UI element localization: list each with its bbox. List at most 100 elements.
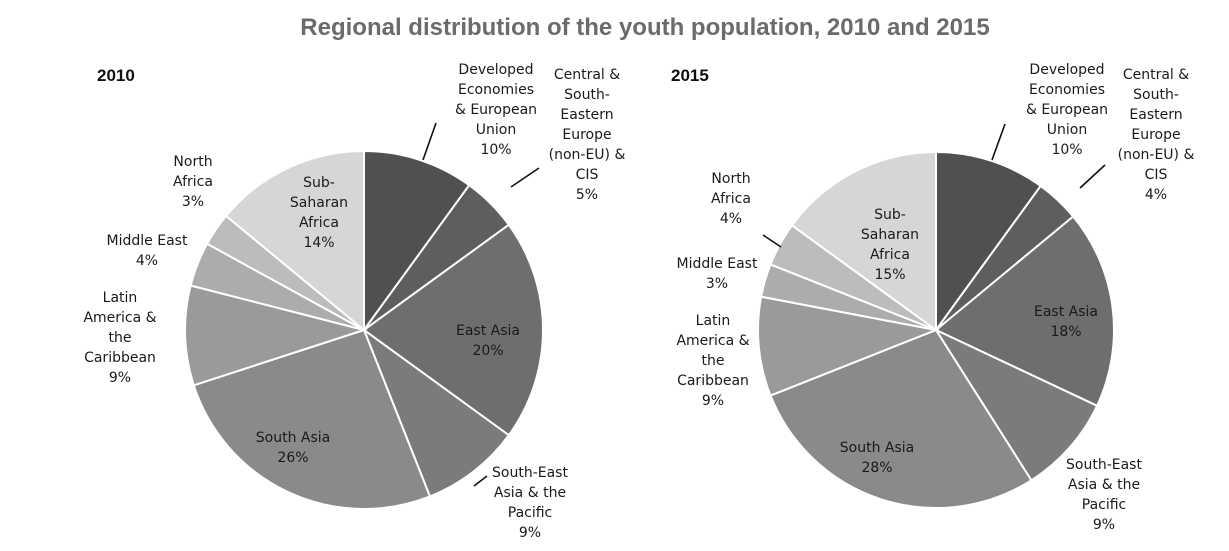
slice-label-line: CIS (576, 167, 599, 183)
slice-label-2010-7: Middle East 4% (107, 233, 188, 269)
slice-label-line: North (711, 171, 750, 187)
slice-label-line: 26% (277, 450, 308, 466)
slice-label-line: Pacific (1082, 497, 1127, 513)
slice-label-line: 10% (1051, 142, 1082, 158)
slice-label-2015-9: Sub- Saharan Africa 15% (861, 207, 919, 283)
leader-line-2010-2 (510, 167, 540, 188)
slice-label-line: East Asia (1034, 304, 1098, 320)
slice-label-2010-2: Central & South- Eastern Europe (non-EU) & CI… (549, 67, 626, 203)
slice-label-line: 9% (1093, 517, 1115, 533)
slice-label-line: 5% (576, 187, 598, 203)
slice-label-line: Africa (870, 247, 910, 263)
slice-label-line: the (702, 353, 725, 369)
slice-label-2015-5: South Asia 28% (840, 440, 914, 476)
slice-label-line: Saharan (861, 227, 919, 243)
leader-line-2015-2 (1079, 164, 1106, 189)
slice-label-line: 10% (480, 142, 511, 158)
panel-title-2015: 2015 (671, 66, 709, 85)
slice-label-line: & European (1026, 102, 1108, 118)
slice-label-line: Eastern (560, 107, 613, 123)
leader-lines-2010 (422, 122, 540, 487)
panel-title-2010: 2010 (97, 66, 135, 85)
leader-line-2010-1 (422, 122, 437, 161)
pie-slice-2010-3 (362, 223, 544, 437)
slice-label-line: Europe (1131, 127, 1180, 143)
slice-label-line: Africa (711, 191, 751, 207)
slice-label-2015-3: East Asia 18% (1034, 304, 1098, 340)
slice-label-line: 9% (702, 393, 724, 409)
slice-label-line: 14% (303, 235, 334, 251)
pie-slices-2010 (184, 149, 544, 510)
leader-line-2015-8 (762, 234, 782, 248)
slice-label-2015-1: Developed Economies & European Union 10% (1026, 62, 1108, 158)
slice-label-line: Economies (1029, 82, 1105, 98)
slice-label-line: South Asia (256, 430, 330, 446)
slice-label-line: 3% (706, 276, 728, 292)
pie-slice-2010-5 (192, 328, 432, 510)
leader-lines-2015 (762, 123, 1106, 248)
slice-label-line: Developed (1029, 62, 1104, 78)
slice-label-line: Caribbean (84, 350, 156, 366)
chart-title: Regional distribution of the youth popul… (300, 14, 989, 41)
slice-label-line: 9% (519, 525, 541, 541)
slice-label-2010-9: Sub- Saharan Africa 14% (290, 175, 348, 251)
slice-label-line: Caribbean (677, 373, 749, 389)
slice-label-2010-4: South-East Asia & the Pacific 9% (492, 465, 568, 541)
slice-label-line: Saharan (290, 195, 348, 211)
slice-label-2015-7: Middle East 3% (677, 256, 758, 292)
slice-label-line: Europe (562, 127, 611, 143)
pie-slice-2010-1 (363, 149, 471, 334)
slice-label-line: Asia & the (1068, 477, 1140, 493)
pie-panel-2015: 2015 Developed Economies & European Union 10… (671, 62, 1194, 533)
leader-line-2015-1 (991, 123, 1006, 161)
slice-label-line: (non-EU) & (1118, 147, 1195, 163)
slice-label-line: 9% (109, 370, 131, 386)
slice-label-line: 3% (182, 194, 204, 210)
slice-label-2010-5: South Asia 26% (256, 430, 330, 466)
pie-slice-2010-9 (224, 149, 365, 333)
slice-label-line: Eastern (1129, 107, 1182, 123)
pie-slice-2015-3 (934, 215, 1115, 408)
slice-label-line: South Asia (840, 440, 914, 456)
slice-label-line: East Asia (456, 323, 520, 339)
slice-label-2015-8: North Africa 4% (711, 171, 751, 227)
slice-label-line: Union (1047, 122, 1087, 138)
slice-label-line: America & (676, 333, 749, 349)
pie-slices-2015 (757, 150, 1115, 509)
slice-label-line: 4% (1145, 187, 1167, 203)
pie-slice-2015-4 (933, 327, 1099, 482)
slice-label-2015-6: Latin America & the Caribbean 9% (676, 313, 749, 409)
slice-label-2010-3: East Asia 20% (456, 323, 520, 359)
slice-label-line: Africa (173, 174, 213, 190)
slice-label-line: Union (476, 122, 516, 138)
slice-label-2015-2: Central & South- Eastern Europe (non-EU) & CI… (1118, 67, 1195, 203)
slice-label-line: 20% (472, 343, 503, 359)
slice-label-line: (non-EU) & (549, 147, 626, 163)
slice-label-line: South-East (492, 465, 568, 481)
slice-label-2010-6: Latin America & the Caribbean 9% (83, 290, 156, 386)
slice-label-line: South- (1133, 87, 1179, 103)
pie-panel-2010: 2010 Developed Economies & European Union 10… (83, 62, 625, 541)
pie-slice-2015-6 (757, 295, 940, 397)
pie-slice-2015-5 (769, 328, 1033, 509)
pie-slice-2010-6 (184, 284, 368, 387)
slice-label-line: Central & (554, 67, 620, 83)
slice-label-line: Sub- (874, 207, 906, 223)
slice-label-line: Central & (1123, 67, 1189, 83)
slice-label-line: Latin (696, 313, 731, 329)
slice-label-line: Latin (103, 290, 138, 306)
pie-slice-2015-9 (790, 150, 937, 332)
pie-slice-2010-4 (361, 327, 511, 498)
slice-label-line: America & (83, 310, 156, 326)
slice-label-line: South-East (1066, 457, 1142, 473)
slice-label-2015-4: South-East Asia & the Pacific 9% (1066, 457, 1142, 533)
slice-label-line: Economies (458, 82, 534, 98)
pie-slice-2015-1 (935, 150, 1043, 334)
slice-label-line: South- (564, 87, 610, 103)
slice-label-line: Asia & the (494, 485, 566, 501)
slice-label-line: Sub- (303, 175, 335, 191)
slice-label-line: 15% (874, 267, 905, 283)
slice-label-line: 4% (720, 211, 742, 227)
slice-label-line: Middle East (677, 256, 758, 272)
